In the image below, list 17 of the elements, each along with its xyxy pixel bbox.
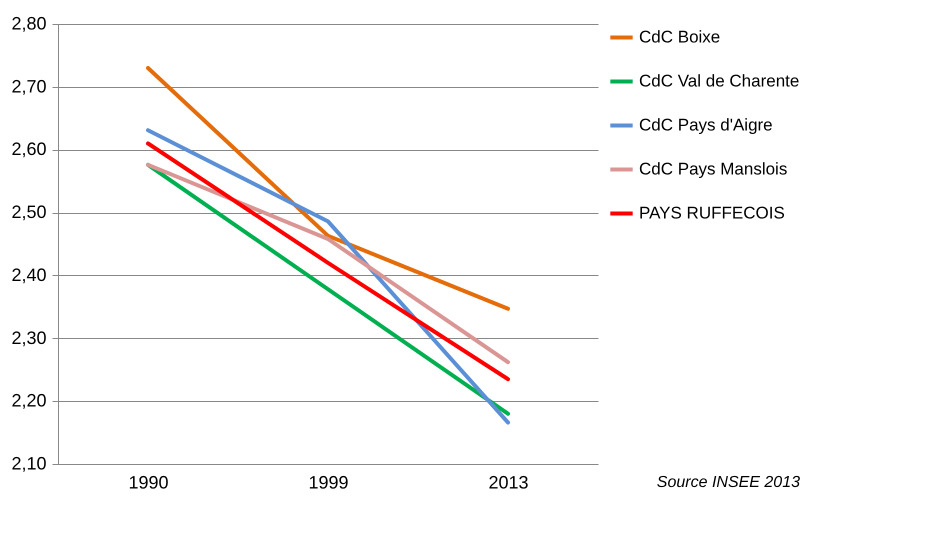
y-tick-label: 2,20 (11, 390, 46, 411)
x-tick-label: 2013 (488, 472, 529, 492)
y-tick-label: 2,30 (11, 328, 46, 348)
legend-label: CdC Boixe (639, 28, 720, 46)
y-tick-label: 2,60 (11, 139, 46, 160)
source-note: Source INSEE 2013 (656, 474, 800, 491)
y-tick-label: 2,40 (11, 264, 46, 285)
x-tick-label: 1999 (308, 472, 349, 492)
x-tick-label: 1990 (128, 472, 169, 492)
legend-label: CdC Pays Manslois (639, 160, 788, 178)
y-tick-label: 2,70 (11, 76, 46, 96)
legend-label: PAYS RUFFECOIS (639, 204, 785, 222)
legend-label: CdC Val de Charente (639, 72, 800, 90)
y-tick-label: 2,50 (11, 202, 46, 222)
y-tick-label: 2,80 (11, 14, 46, 34)
legend-label: CdC Pays d'Aigre (639, 116, 773, 134)
y-tick-label: 2,10 (11, 454, 46, 474)
